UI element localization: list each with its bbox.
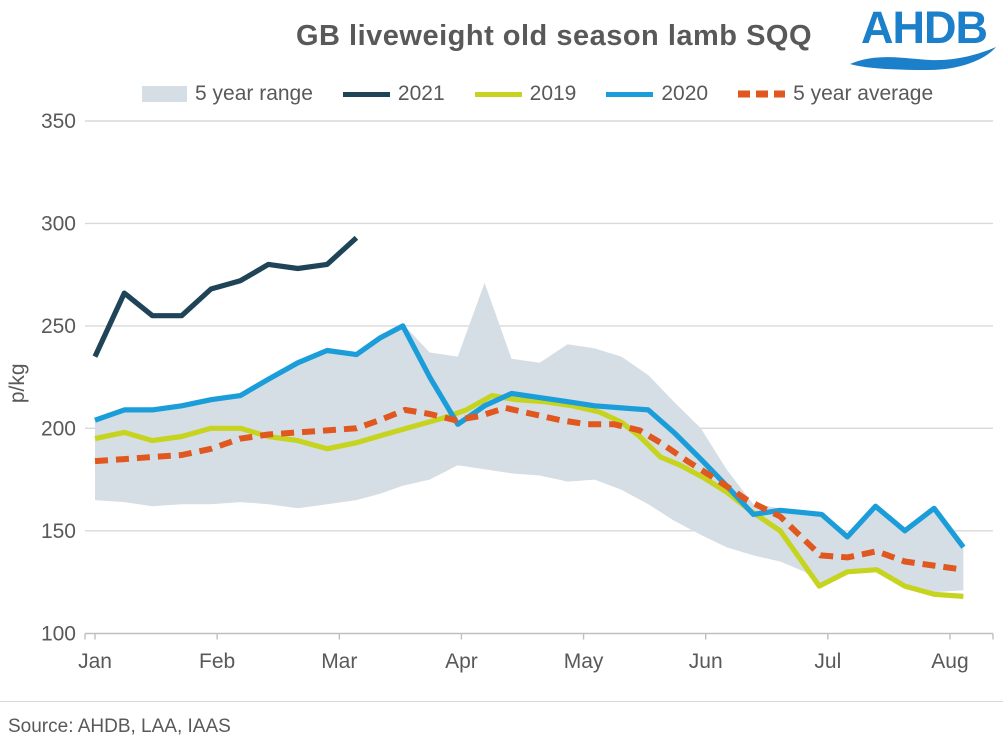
legend-label: 2021: [397, 82, 445, 105]
x-tick-label-Feb: Feb: [199, 650, 235, 673]
legend-swatch-blue: [606, 91, 654, 97]
y-tick-label-100: 100: [41, 622, 76, 645]
series-line-2019: [94, 393, 964, 599]
ahdb-logo: AHDB: [849, 2, 999, 78]
y-tick-label-200: 200: [41, 417, 76, 440]
legend-swatch-yellow: [474, 91, 522, 97]
y-tick-label-250: 250: [41, 315, 76, 338]
x-tick-label-Jan: Jan: [78, 650, 112, 673]
chart-legend: 5 year range 2021 2019 2020 5 year average: [142, 82, 933, 106]
legend-swatch-navy: [342, 91, 390, 97]
y-axis-title: p/kg: [6, 363, 29, 403]
chart-title: GB liveweight old season lamb SQQ: [295, 20, 813, 52]
legend-label: 5 year average: [793, 82, 934, 105]
x-tick-label-Apr: Apr: [445, 650, 478, 673]
y-tick-label-300: 300: [41, 212, 76, 235]
legend-label: 2019: [529, 82, 577, 105]
y-tick-label-150: 150: [41, 520, 76, 543]
series-line-2021: [92, 235, 359, 358]
ahdb-logo-text: AHDB: [861, 2, 988, 53]
x-tick-label-Mar: Mar: [321, 650, 357, 673]
legend-item-5-year-average: 5 year average: [738, 82, 933, 106]
legend-swatch-band: [142, 86, 187, 102]
legend-label: 5 year range: [195, 82, 313, 105]
series-line-5-year-average: [94, 404, 964, 573]
y-tick-label-350: 350: [41, 110, 76, 133]
x-tick-label-Jun: Jun: [689, 650, 723, 673]
footer-divider: [0, 701, 1003, 702]
series-band-5-year-range: [95, 282, 964, 593]
x-tick-label-May: May: [564, 650, 604, 673]
legend-label: 2020: [661, 82, 709, 105]
legend-item-2021: 2021: [342, 82, 445, 106]
series-line-2020: [94, 323, 966, 549]
x-tick-label-Jul: Jul: [814, 650, 841, 673]
source-note: Source: AHDB, LAA, IAAS: [8, 716, 231, 737]
legend-swatch-orange: [738, 90, 786, 98]
legend-item-5-year-range: 5 year range: [142, 82, 313, 106]
legend-item-2020: 2020: [606, 82, 708, 106]
x-tick-label-Aug: Aug: [931, 650, 968, 673]
ahdb-swoosh-icon: [850, 47, 996, 70]
legend-item-2019: 2019: [474, 82, 577, 106]
